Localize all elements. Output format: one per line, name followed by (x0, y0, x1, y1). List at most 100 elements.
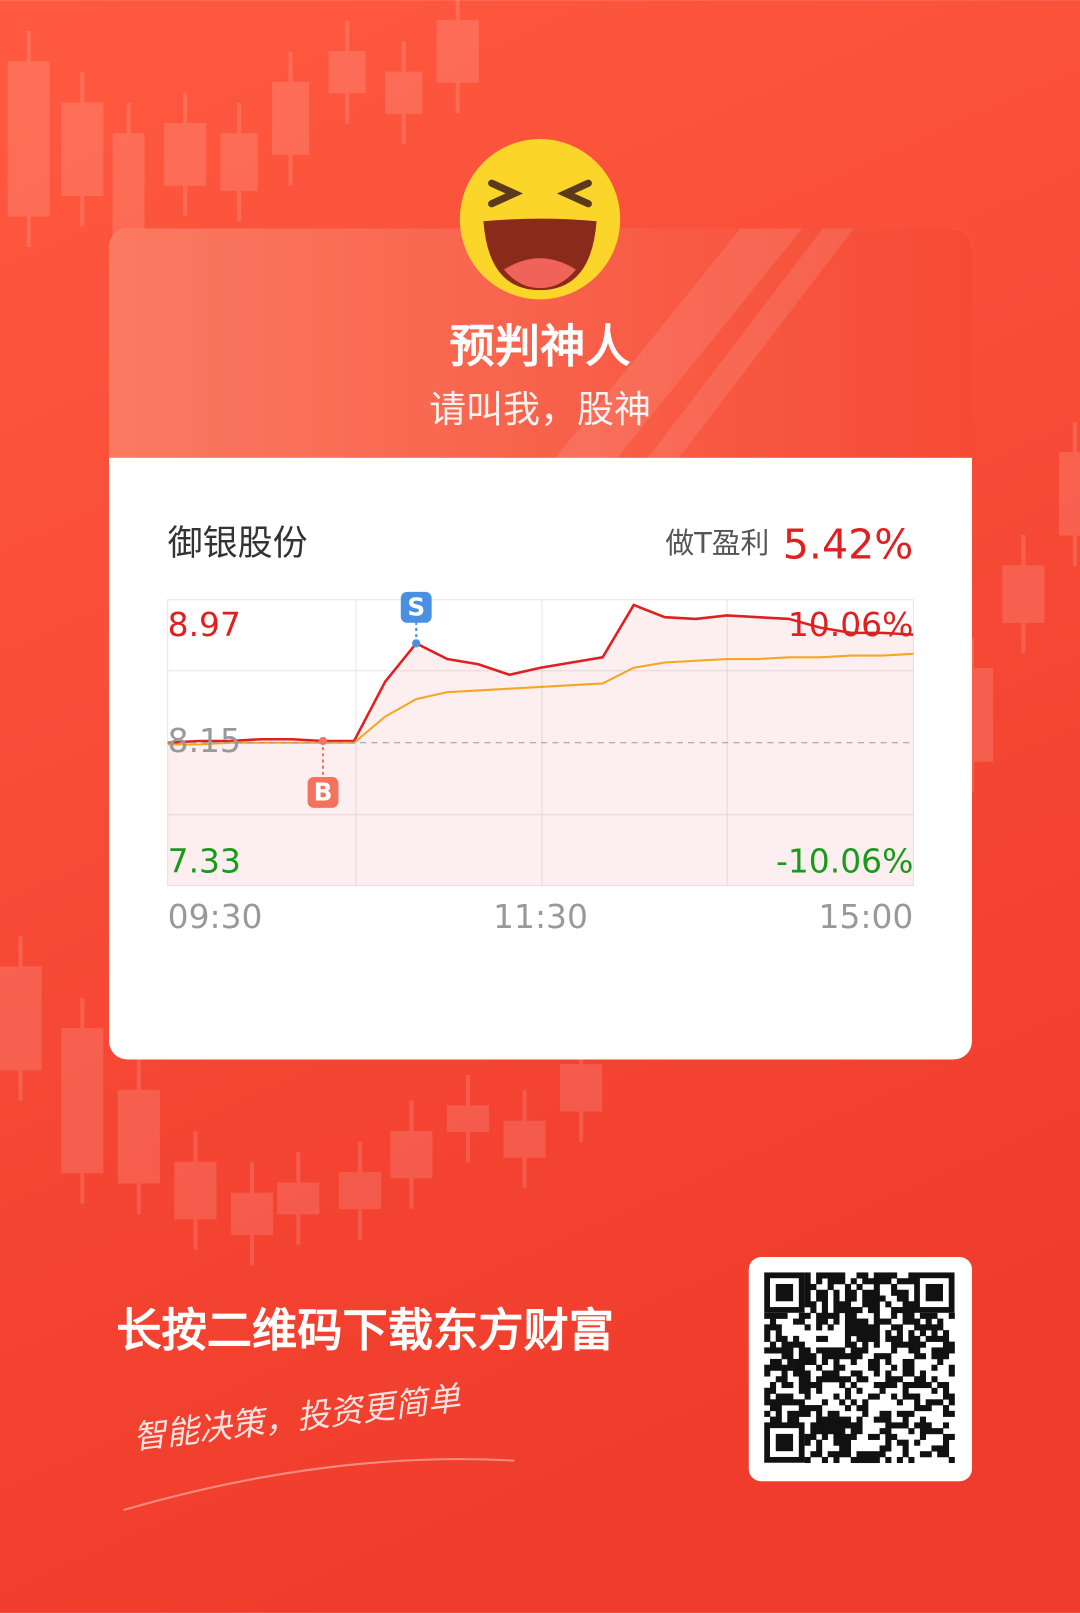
qr-cell (885, 1272, 892, 1279)
qr-cell (873, 1301, 880, 1308)
qr-cell (919, 1422, 926, 1429)
series-line (167, 652, 914, 746)
qr-cell (919, 1312, 926, 1319)
qr-cell (891, 1307, 898, 1314)
qr-cell (902, 1312, 909, 1319)
qr-cell (908, 1393, 915, 1400)
qr-cell (833, 1295, 840, 1302)
qr-cell (896, 1341, 903, 1348)
qr-cell (908, 1428, 915, 1435)
qr-cell (896, 1295, 903, 1302)
qr-cell (931, 1387, 938, 1394)
qr-cell (862, 1410, 869, 1417)
qr-cell (942, 1433, 950, 1440)
qr-cell (816, 1410, 823, 1417)
qr-cell (775, 1393, 782, 1400)
qr-cell (769, 1364, 777, 1371)
qr-cell (810, 1353, 817, 1360)
qr-cell (931, 1353, 938, 1360)
qr-cell (862, 1295, 869, 1302)
qr-cell (839, 1382, 846, 1389)
qr-cell (810, 1428, 817, 1435)
qr-cell (804, 1393, 811, 1400)
qr-cell (781, 1382, 788, 1389)
qr-cell (844, 1335, 852, 1342)
qr-cell (919, 1382, 926, 1389)
qr-cell (833, 1370, 840, 1377)
qr-cell (810, 1283, 817, 1291)
qr-cell (862, 1330, 869, 1337)
qr-cell (879, 1318, 886, 1325)
qr-cell (793, 1364, 800, 1371)
qr-cell (868, 1330, 875, 1337)
qr-cell (896, 1278, 903, 1285)
qr-cell (787, 1353, 794, 1360)
qr-cell (856, 1370, 863, 1377)
decor-candle (117, 1089, 160, 1184)
qr-cell (885, 1318, 892, 1325)
qr-cell (804, 1387, 811, 1394)
qr-cell (902, 1278, 909, 1285)
qr-cell (925, 1335, 932, 1342)
qr-cell (804, 1376, 811, 1383)
qr-cell (787, 1358, 794, 1366)
qr-cell (833, 1422, 840, 1429)
qr-cell (937, 1353, 944, 1360)
qr-cell (902, 1318, 909, 1325)
qr-cell (908, 1358, 915, 1366)
qr-cell (844, 1289, 852, 1296)
qr-cell (804, 1433, 811, 1440)
qr-cell (850, 1428, 857, 1435)
qr-cell (839, 1376, 846, 1383)
qr-cell (827, 1272, 834, 1279)
qr-cell (862, 1456, 869, 1464)
marker-label: B (314, 777, 333, 806)
qr-cell (798, 1376, 805, 1383)
qr-cell (798, 1410, 805, 1417)
qr-cell (931, 1347, 938, 1354)
qr-cell (914, 1382, 921, 1389)
qr-cell (896, 1289, 903, 1296)
qr-cell (873, 1393, 880, 1400)
qr-cell (885, 1382, 892, 1389)
qr-cell (781, 1399, 788, 1406)
qr-cell (879, 1410, 886, 1417)
qr-cell (902, 1341, 909, 1348)
qr-cell (839, 1416, 846, 1423)
qr-cell (902, 1410, 909, 1417)
qr-cell (873, 1318, 880, 1325)
qr-cell (856, 1422, 863, 1429)
qr-cell (850, 1289, 857, 1296)
qr-cell (908, 1318, 915, 1325)
qr-cell (833, 1456, 840, 1464)
qr-cell (896, 1422, 903, 1429)
qr-cell (833, 1312, 840, 1319)
qr-cell (937, 1358, 944, 1366)
qr-cell (925, 1318, 932, 1325)
decor-candle (164, 123, 207, 186)
qr-cell (919, 1376, 926, 1383)
qr-cell (948, 1399, 955, 1406)
qr-cell (850, 1382, 857, 1389)
qr-cell (764, 1312, 771, 1319)
qr-cell (896, 1330, 903, 1337)
qr-cell (816, 1445, 823, 1452)
qr-cell (781, 1347, 788, 1354)
qr-cell (793, 1358, 800, 1366)
qr-cell (931, 1312, 938, 1319)
profit-value: 5.42% (783, 520, 914, 568)
qr-cell (948, 1347, 955, 1354)
qr-cell (775, 1347, 782, 1354)
qr-cell (919, 1353, 926, 1360)
qr-cell (804, 1358, 811, 1366)
qr-cell (810, 1382, 817, 1389)
qr-cell (839, 1451, 846, 1458)
qr-cell (868, 1295, 875, 1302)
qr-cell (891, 1382, 898, 1389)
decor-candle (61, 102, 104, 197)
qr-cell (850, 1307, 857, 1314)
decor-candle (446, 1105, 490, 1133)
qr-cell (764, 1364, 771, 1371)
qr-cell (862, 1376, 869, 1383)
qr-cell (798, 1341, 805, 1348)
